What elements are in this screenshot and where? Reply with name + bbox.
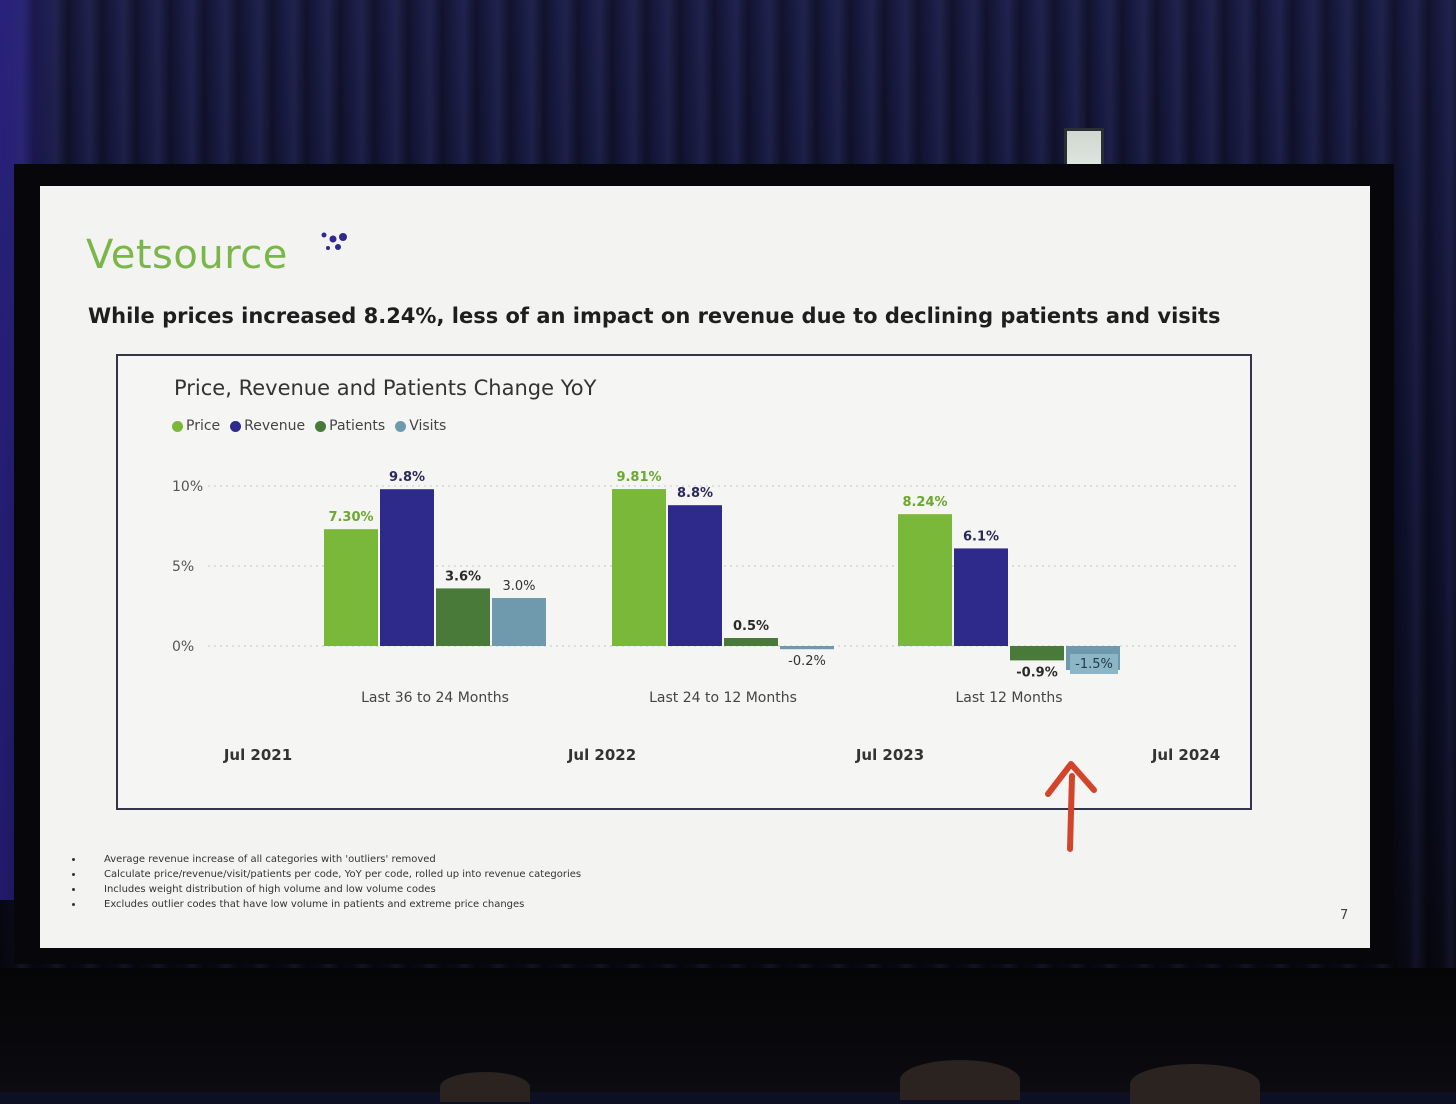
legend-label-price: Price bbox=[186, 418, 221, 434]
data-label: 3.0% bbox=[502, 579, 535, 594]
chart-title: Price, Revenue and Patients Change YoY bbox=[174, 376, 597, 400]
x-category-label: Last 24 to 12 Months bbox=[649, 690, 797, 706]
footnote-list: Average revenue increase of all categori… bbox=[54, 852, 581, 912]
audience-area bbox=[0, 968, 1456, 1104]
data-label: 9.8% bbox=[389, 470, 425, 485]
page-number: 7 bbox=[1340, 908, 1349, 923]
time-label: Jul 2023 bbox=[855, 746, 924, 764]
data-label: -0.2% bbox=[788, 654, 826, 669]
bar-revenue bbox=[668, 505, 722, 646]
bar-price bbox=[612, 489, 666, 646]
bar-revenue bbox=[954, 548, 1008, 646]
y-tick-label: 5% bbox=[172, 559, 194, 575]
time-label: Jul 2021 bbox=[223, 746, 292, 764]
legend-swatch-price bbox=[172, 420, 183, 432]
chart-legend: Price Revenue Patients Visits bbox=[172, 418, 446, 434]
audience-head bbox=[1130, 1064, 1260, 1104]
bar-visits bbox=[492, 598, 546, 646]
footnote-item: Excludes outlier codes that have low vol… bbox=[84, 897, 581, 912]
bar-patients bbox=[1010, 646, 1064, 661]
legend-label-revenue: Revenue bbox=[244, 418, 306, 434]
audience-head bbox=[440, 1072, 530, 1102]
time-label: Jul 2022 bbox=[567, 746, 636, 764]
legend-item-price: Price bbox=[172, 418, 220, 434]
footnote-item: Includes weight distribution of high vol… bbox=[84, 882, 581, 897]
bar-price bbox=[324, 529, 378, 646]
bar-patients bbox=[724, 638, 778, 646]
legend-swatch-patients bbox=[315, 420, 327, 432]
data-label: 7.30% bbox=[328, 510, 373, 525]
legend-item-visits: Visits bbox=[395, 418, 446, 434]
x-category-label: Last 36 to 24 Months bbox=[361, 690, 509, 706]
footnote-item: Average revenue increase of all categori… bbox=[84, 852, 581, 867]
legend-label-visits: Visits bbox=[409, 418, 447, 434]
legend-item-patients: Patients bbox=[315, 418, 385, 434]
bar-price bbox=[898, 514, 952, 646]
footnote-item: Calculate price/revenue/visit/patients p… bbox=[84, 867, 581, 882]
data-label: 9.81% bbox=[616, 470, 661, 485]
bar-chart: 0% 5% 10% 7.30% 9.8% 3.6% 3.0% Last 36 to 24 Mo… bbox=[172, 470, 1238, 764]
chart-container: Price, Revenue and Patients Change YoY P… bbox=[116, 354, 1252, 810]
y-tick-label: 0% bbox=[172, 639, 194, 655]
legend-item-revenue: Revenue bbox=[230, 418, 305, 434]
audience-head bbox=[900, 1060, 1020, 1100]
data-label: -1.5% bbox=[1075, 657, 1113, 672]
bar-revenue bbox=[380, 489, 434, 646]
data-label: -0.9% bbox=[1016, 665, 1057, 680]
time-label: Jul 2024 bbox=[1151, 746, 1220, 764]
data-label: 6.1% bbox=[963, 529, 999, 544]
red-arrow-annotation-icon bbox=[1045, 761, 1097, 852]
legend-label-patients: Patients bbox=[329, 418, 386, 434]
presentation-slide: Vetsource While prices increased 8.24%, … bbox=[40, 186, 1370, 948]
legend-swatch-visits bbox=[395, 420, 407, 432]
vetsource-logo: Vetsource bbox=[86, 232, 288, 278]
logo-dots-icon bbox=[321, 232, 347, 250]
data-label: 0.5% bbox=[733, 619, 769, 634]
bar-patients bbox=[436, 588, 490, 646]
x-category-label: Last 12 Months bbox=[955, 690, 1062, 706]
y-tick-label: 10% bbox=[172, 479, 203, 495]
bar-visits bbox=[780, 646, 834, 650]
data-label: 3.6% bbox=[445, 569, 481, 584]
data-label-box bbox=[1070, 654, 1118, 674]
data-label: 8.24% bbox=[902, 495, 947, 510]
legend-swatch-revenue bbox=[230, 420, 242, 432]
data-label: 8.8% bbox=[677, 486, 713, 501]
slide-headline: While prices increased 8.24%, less of an… bbox=[88, 304, 1221, 328]
